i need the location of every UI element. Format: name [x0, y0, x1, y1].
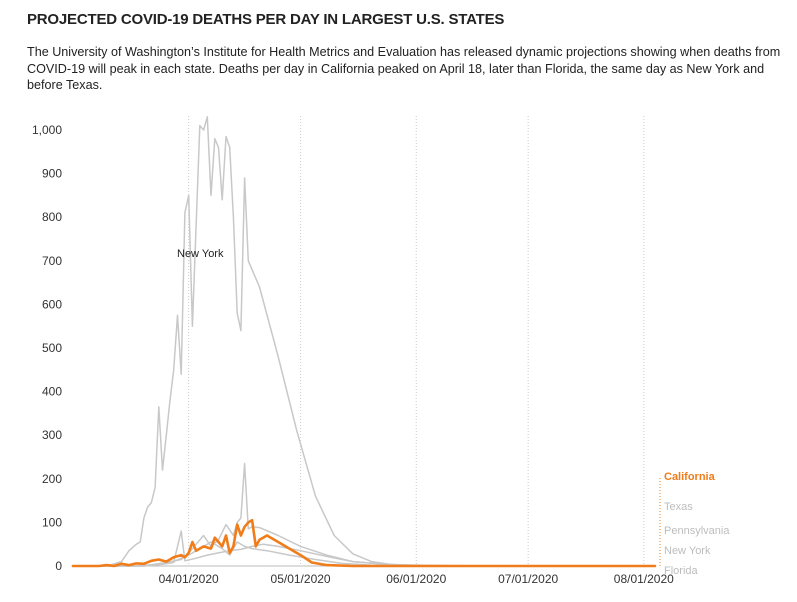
series-line-florida — [72, 541, 656, 567]
x-tick-label: 05/01/2020 — [271, 572, 331, 586]
y-tick-label: 600 — [42, 297, 62, 311]
series-label-florida: Florida — [664, 565, 699, 577]
y-tick-label: 700 — [42, 254, 62, 268]
y-tick-label: 0 — [55, 559, 62, 573]
y-tick-label: 500 — [42, 341, 62, 355]
chart-subtitle: The University of Washington’s Institute… — [27, 45, 781, 92]
series-line-pennsylvania — [72, 462, 656, 567]
x-tick-label: 04/01/2020 — [159, 572, 219, 586]
y-tick-label: 100 — [42, 515, 62, 529]
y-tick-label: 200 — [42, 472, 62, 486]
y-tick-label: 1,000 — [32, 123, 62, 137]
series-line-california — [71, 518, 657, 568]
annotation-new-york: New York — [177, 248, 224, 260]
series-line-texas — [72, 530, 656, 567]
chart-title: PROJECTED COVID-19 DEATHS PER DAY IN LAR… — [27, 11, 505, 28]
y-tick-label: 300 — [42, 428, 62, 442]
y-tick-label: 800 — [42, 210, 62, 224]
series-label-california: California — [664, 471, 716, 483]
series-label-texas: Texas — [664, 501, 693, 513]
y-tick-label: 400 — [42, 385, 62, 399]
x-tick-label: 06/01/2020 — [386, 572, 446, 586]
x-tick-label: 07/01/2020 — [498, 572, 558, 586]
y-tick-label: 900 — [42, 167, 62, 181]
series-line-new-york — [72, 116, 656, 567]
x-tick-label: 08/01/2020 — [614, 572, 674, 586]
series-label-pennsylvania: Pennsylvania — [664, 525, 730, 537]
series-label-new-york: New York — [664, 545, 711, 557]
